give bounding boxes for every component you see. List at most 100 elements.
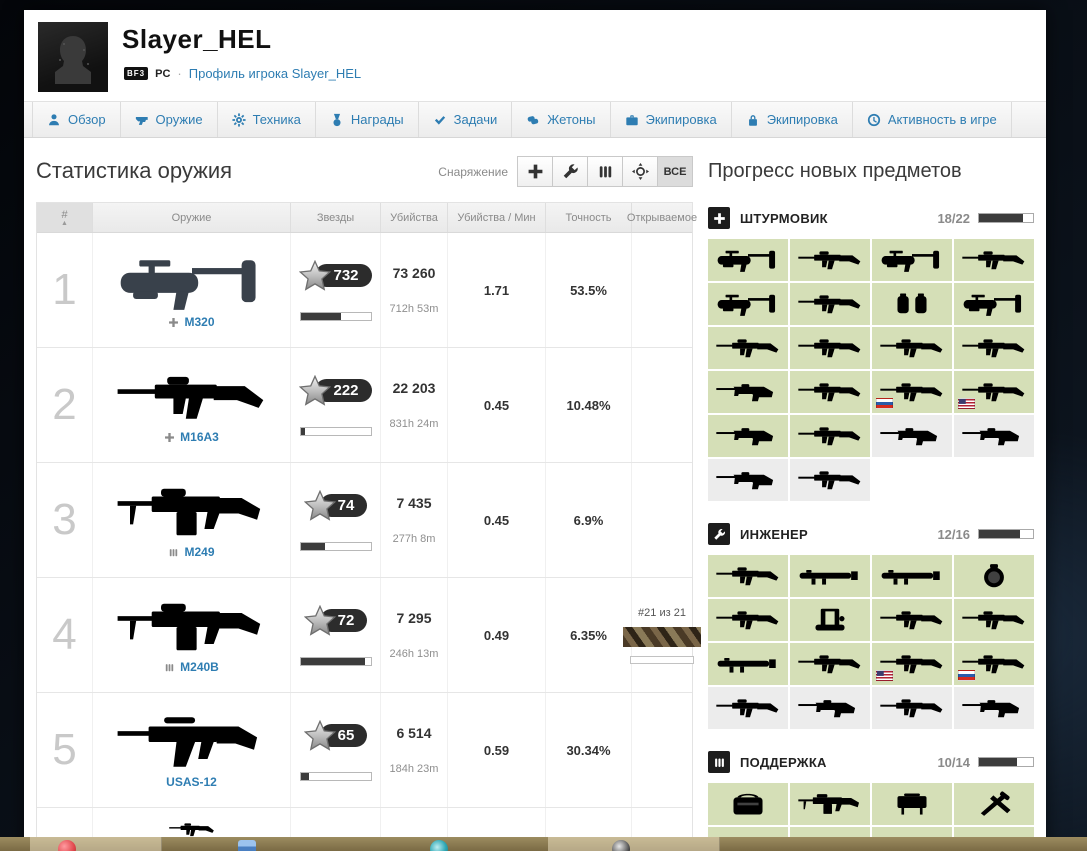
weapon-tile[interactable]	[872, 239, 952, 281]
tab-loadout-locked[interactable]: Экипировка	[732, 102, 853, 137]
tab-awards[interactable]: Награды	[316, 102, 419, 137]
weapon-silhouette	[797, 466, 863, 494]
weapon-tile[interactable]	[790, 283, 870, 325]
weapon-tile[interactable]	[872, 783, 952, 825]
taskbar-window-icon[interactable]	[238, 840, 256, 851]
weapon-silhouette	[715, 290, 781, 318]
weapon-tile[interactable]	[954, 783, 1034, 825]
weapon-tile[interactable]	[954, 371, 1034, 413]
filter-assault-button[interactable]	[517, 156, 553, 187]
briefcase-icon	[625, 113, 639, 127]
column-header-rank[interactable]: # ▲	[37, 203, 93, 232]
crosshair-icon	[632, 163, 649, 180]
weapon-tile[interactable]	[708, 327, 788, 369]
sort-asc-icon: ▲	[61, 220, 68, 227]
weapon-tile[interactable]	[708, 555, 788, 597]
plus-icon	[527, 163, 544, 180]
weapon-silhouette	[797, 290, 863, 318]
weapon-tile[interactable]	[790, 239, 870, 281]
weapon-silhouette	[797, 246, 863, 274]
player-avatar	[38, 22, 108, 92]
weapon-tile[interactable]	[708, 643, 788, 685]
table-header-row: # ▲ Оружие Звезды Убийства Убийства / Мин…	[37, 203, 698, 233]
taskbar-camera-icon[interactable]	[612, 840, 630, 851]
star-count-badge: 732	[315, 264, 372, 287]
weapon-tile[interactable]	[954, 599, 1034, 641]
filter-all-button[interactable]: ВСЕ	[657, 156, 693, 187]
weapon-tile[interactable]	[790, 459, 870, 501]
weapon-silhouette	[715, 650, 781, 678]
weapon-tile[interactable]	[872, 599, 952, 641]
accuracy-value: 53.5%	[570, 282, 607, 298]
column-header-accuracy[interactable]: Точность	[546, 203, 632, 232]
taskbar-app-icon[interactable]	[430, 840, 448, 851]
weapon-tile[interactable]	[790, 643, 870, 685]
column-header-kpm[interactable]: Убийства / Мин	[448, 203, 546, 232]
weapon-tile[interactable]	[872, 415, 952, 457]
weapon-tile[interactable]	[790, 327, 870, 369]
column-header-kills[interactable]: Убийства	[381, 203, 448, 232]
star-count-badge: 72	[319, 609, 368, 632]
breadcrumb: BF3 PC · Профиль игрока Slayer_HEL	[124, 66, 361, 81]
dogtag-icon	[526, 113, 540, 127]
filter-recon-button[interactable]	[622, 156, 658, 187]
weapon-tile[interactable]	[790, 783, 870, 825]
weapon-tile[interactable]	[708, 599, 788, 641]
support-kit-icon	[168, 547, 179, 558]
weapon-link[interactable]: M16A3	[180, 430, 219, 444]
weapon-silhouette	[797, 790, 863, 818]
weapon-tile[interactable]	[790, 687, 870, 729]
taskbar-active-button[interactable]	[30, 837, 162, 851]
tab-loadout[interactable]: Экипировка	[611, 102, 732, 137]
weapon-silhouette	[715, 246, 781, 274]
rank-number: 1	[52, 265, 77, 314]
weapon-tile[interactable]	[708, 283, 788, 325]
weapon-silhouette	[797, 650, 863, 678]
weapon-tile[interactable]	[708, 239, 788, 281]
weapon-tile[interactable]	[954, 415, 1034, 457]
weapon-tile[interactable]	[790, 555, 870, 597]
weapon-tile[interactable]	[954, 327, 1034, 369]
weapon-tile[interactable]	[708, 783, 788, 825]
weapon-tile[interactable]	[872, 643, 952, 685]
weapon-tile[interactable]	[872, 371, 952, 413]
weapon-tile[interactable]	[954, 643, 1034, 685]
weapon-tile[interactable]	[872, 327, 952, 369]
unlock-count-label: #21 из 21	[638, 606, 686, 619]
weapon-link[interactable]: M240B	[180, 660, 219, 674]
tab-ingame-activity[interactable]: Активность в игре	[853, 102, 1012, 137]
weapon-tile[interactable]	[954, 555, 1034, 597]
taskbar-active-button[interactable]	[548, 837, 720, 851]
column-header-weapon[interactable]: Оружие	[93, 203, 291, 232]
filter-support-button[interactable]	[587, 156, 623, 187]
weapon-tile[interactable]	[708, 687, 788, 729]
weapon-tile[interactable]	[872, 555, 952, 597]
unlock-count: 18/22	[937, 210, 970, 226]
tab-dogtags[interactable]: Жетоны	[512, 102, 611, 137]
tab-weapons[interactable]: Оружие	[121, 102, 218, 137]
profile-breadcrumb-link[interactable]: Профиль игрока Slayer_HEL	[188, 66, 362, 81]
weapon-tile[interactable]	[708, 371, 788, 413]
column-header-stars[interactable]: Звезды	[291, 203, 381, 232]
weapon-tile[interactable]	[708, 459, 788, 501]
weapon-tile[interactable]	[954, 239, 1034, 281]
tab-vehicles[interactable]: Техника	[218, 102, 316, 137]
column-header-unlock[interactable]: Открываемое	[626, 211, 698, 224]
weapon-tile[interactable]	[708, 415, 788, 457]
weapon-link[interactable]: M320	[184, 315, 215, 329]
weapon-tile[interactable]	[790, 599, 870, 641]
tab-overview[interactable]: Обзор	[32, 102, 121, 137]
weapon-link[interactable]: USAS-12	[166, 775, 217, 789]
weapon-tile[interactable]	[790, 371, 870, 413]
weapon-tile[interactable]	[790, 415, 870, 457]
weapon-tile[interactable]	[872, 283, 952, 325]
tab-assignments[interactable]: Задачи	[419, 102, 513, 137]
weapon-tile[interactable]	[954, 687, 1034, 729]
taskbar-browser-icon[interactable]	[58, 840, 76, 851]
weapon-link[interactable]: M249	[184, 545, 215, 559]
filter-engineer-button[interactable]	[552, 156, 588, 187]
weapon-tile[interactable]	[872, 687, 952, 729]
time-played: 277h 8m	[392, 533, 436, 545]
weapon-silhouette	[715, 334, 781, 362]
weapon-tile[interactable]	[954, 283, 1034, 325]
